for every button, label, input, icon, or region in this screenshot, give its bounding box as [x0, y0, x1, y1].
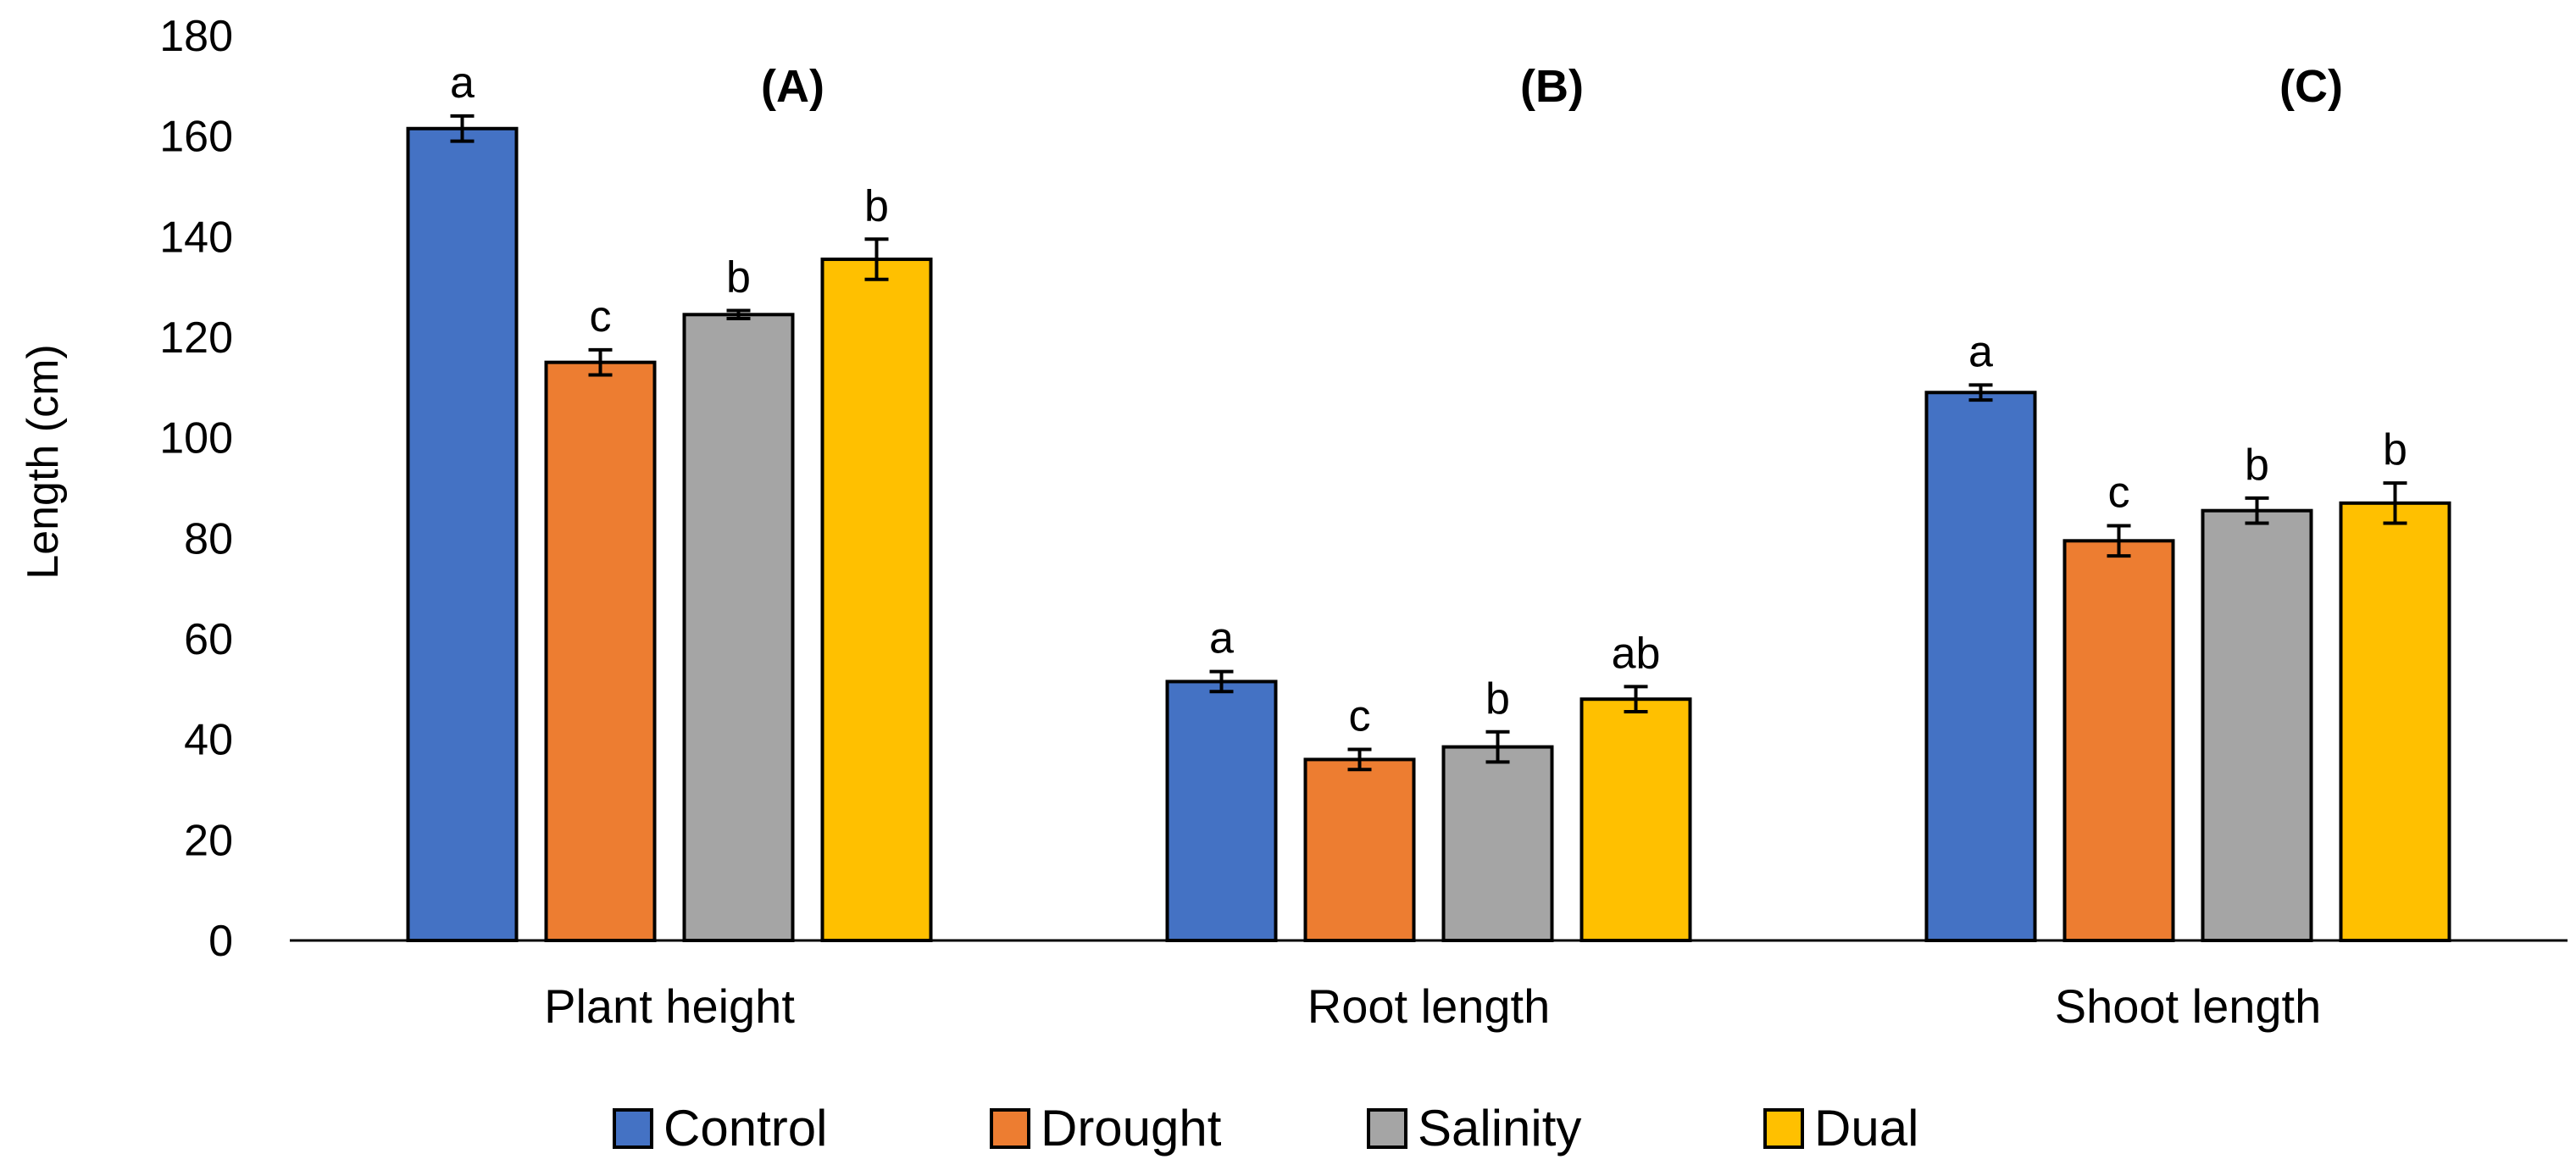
- category-label: Shoot length: [2055, 979, 2321, 1033]
- legend-swatch-drought: [990, 1108, 1030, 1149]
- panel-label: (A): [761, 61, 824, 112]
- significance-letter: b: [2245, 441, 2269, 490]
- bar-series: [406, 126, 2451, 943]
- panel-labels: (A) (B) (C): [761, 61, 2343, 112]
- bar-dual: [820, 258, 933, 942]
- significance-letter: a: [450, 58, 475, 108]
- legend: Control Drought Salinity Dual: [613, 1100, 1918, 1157]
- significance-letter: ab: [1612, 629, 1661, 678]
- bar-drought: [2062, 539, 2175, 942]
- legend-label: Dual: [1814, 1100, 1918, 1157]
- legend-swatch-salinity: [1367, 1108, 1407, 1149]
- panel-label: (C): [2279, 61, 2343, 112]
- significance-letter: b: [1485, 674, 1510, 724]
- error-bars: [450, 114, 2407, 772]
- bar-salinity: [1441, 745, 1554, 942]
- category-label: Plant height: [544, 979, 795, 1033]
- y-axis-title: Length (cm): [19, 344, 68, 579]
- bar-control: [1924, 391, 2037, 942]
- panel-label: (B): [1520, 61, 1584, 112]
- legend-label: Drought: [1041, 1100, 1222, 1157]
- category-label: Root length: [1307, 979, 1550, 1033]
- significance-letter: c: [590, 292, 612, 341]
- significance-letter: a: [1968, 327, 1993, 376]
- significance-letter: b: [726, 253, 751, 302]
- y-tick-label: 160: [159, 113, 233, 162]
- significance-letter: b: [2383, 425, 2407, 474]
- y-tick-label: 20: [184, 816, 233, 865]
- bar-dual: [1579, 697, 1692, 942]
- y-tick-label: 100: [159, 414, 233, 463]
- y-tick-label: 0: [208, 917, 233, 966]
- significance-letter: c: [1349, 692, 1371, 741]
- significance-letters: a c b b a c b ab a c b b: [450, 58, 2407, 741]
- category-labels: Plant height Root length Shoot length: [544, 979, 2321, 1033]
- y-axis-ticks: 0 20 40 60 80 100 120 140 160 180: [159, 12, 233, 966]
- y-tick-label: 180: [159, 12, 233, 61]
- bar-control: [406, 126, 519, 942]
- bar-salinity: [682, 313, 795, 942]
- bar-dual: [2339, 501, 2451, 942]
- y-tick-label: 120: [159, 313, 233, 363]
- legend-label: Salinity: [1418, 1100, 1581, 1157]
- bar-salinity: [2201, 508, 2313, 942]
- y-tick-label: 40: [184, 716, 233, 765]
- significance-letter: b: [864, 181, 889, 230]
- significance-letter: a: [1209, 614, 1234, 663]
- y-tick-label: 140: [159, 213, 233, 262]
- legend-label: Control: [663, 1100, 827, 1157]
- bar-control: [1165, 680, 1278, 943]
- legend-swatch-control: [613, 1108, 653, 1149]
- bar-drought: [1303, 757, 1416, 943]
- significance-letter: c: [2108, 469, 2130, 518]
- y-tick-label: 60: [184, 615, 233, 664]
- legend-swatch-dual: [1763, 1108, 1804, 1149]
- bar-drought: [544, 360, 657, 942]
- y-tick-label: 80: [184, 514, 233, 563]
